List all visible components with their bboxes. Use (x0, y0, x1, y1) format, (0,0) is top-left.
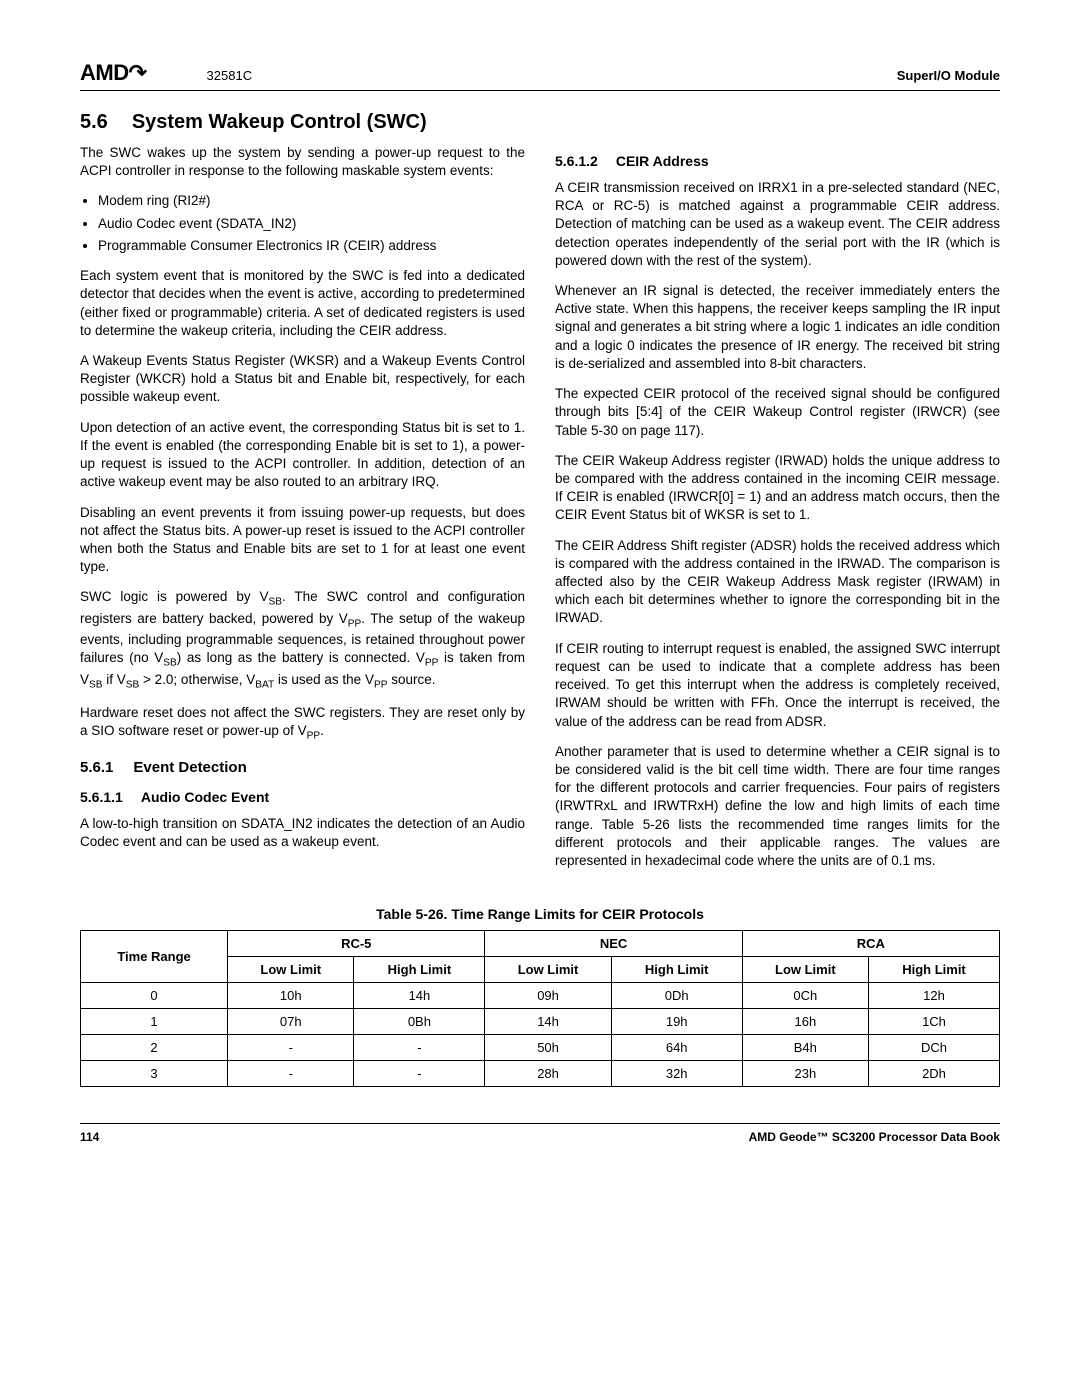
table-cell: 10h (228, 983, 354, 1009)
table-cell: 28h (485, 1061, 611, 1087)
left-column: The SWC wakes up the system by sending a… (80, 144, 525, 882)
body-paragraph: Whenever an IR signal is detected, the r… (555, 282, 1000, 373)
body-paragraph: Hardware reset does not affect the SWC r… (80, 704, 525, 744)
subsubsection-heading: 5.6.1.1Audio Codec Event (80, 788, 525, 807)
table-cell: 32h (611, 1061, 742, 1087)
body-paragraph: Another parameter that is used to determ… (555, 743, 1000, 871)
section-number: 5.6 (80, 111, 108, 133)
table-cell: 2 (81, 1035, 228, 1061)
two-column-layout: The SWC wakes up the system by sending a… (80, 144, 1000, 882)
table-cell: 14h (354, 983, 485, 1009)
body-paragraph: The CEIR Address Shift register (ADSR) h… (555, 537, 1000, 628)
table-cell: 12h (869, 983, 1000, 1009)
table-cell: 50h (485, 1035, 611, 1061)
page-header: AMD↷ 32581C SuperI/O Module (80, 60, 1000, 91)
table-header: Low Limit (742, 957, 868, 983)
body-paragraph: If CEIR routing to interrupt request is … (555, 640, 1000, 731)
table-cell: 0Ch (742, 983, 868, 1009)
table-cell: 14h (485, 1009, 611, 1035)
table-header: High Limit (611, 957, 742, 983)
table-cell: 1Ch (869, 1009, 1000, 1035)
table-cell: 23h (742, 1061, 868, 1087)
table-cell: 09h (485, 983, 611, 1009)
table-header: RCA (742, 931, 999, 957)
subsubsection-heading: 5.6.1.2CEIR Address (555, 152, 1000, 171)
module-name: SuperI/O Module (897, 68, 1000, 83)
body-paragraph: A low-to-high transition on SDATA_IN2 in… (80, 815, 525, 851)
body-paragraph: The expected CEIR protocol of the receiv… (555, 385, 1000, 440)
document-number: 32581C (207, 68, 253, 83)
page-number: 114 (80, 1130, 99, 1144)
table-row: 010h14h09h0Dh0Ch12h (81, 983, 1000, 1009)
table-row: 107h0Bh14h19h16h1Ch (81, 1009, 1000, 1035)
body-paragraph: SWC logic is powered by VSB. The SWC con… (80, 588, 525, 692)
table-header: High Limit (354, 957, 485, 983)
amd-logo: AMD↷ (80, 60, 147, 86)
header-left: AMD↷ 32581C (80, 60, 252, 86)
table-cell: - (228, 1035, 354, 1061)
list-item: Programmable Consumer Electronics IR (CE… (98, 237, 525, 255)
section-title-text: System Wakeup Control (SWC) (132, 111, 427, 133)
section-heading: 5.6 System Wakeup Control (SWC) (80, 111, 1000, 134)
table-cell: - (354, 1035, 485, 1061)
table-cell: B4h (742, 1035, 868, 1061)
table-header: Low Limit (228, 957, 354, 983)
table-cell: 19h (611, 1009, 742, 1035)
table-cell: - (354, 1061, 485, 1087)
time-range-table: Time Range RC-5 NEC RCA Low Limit High L… (80, 930, 1000, 1087)
book-title: AMD Geode™ SC3200 Processor Data Book (749, 1130, 1000, 1144)
table-row: 3--28h32h23h2Dh (81, 1061, 1000, 1087)
body-paragraph: Disabling an event prevents it from issu… (80, 504, 525, 577)
table-header: RC-5 (228, 931, 485, 957)
body-paragraph: The CEIR Wakeup Address register (IRWAD)… (555, 452, 1000, 525)
page-footer: 114 AMD Geode™ SC3200 Processor Data Boo… (80, 1123, 1000, 1144)
body-paragraph: A CEIR transmission received on IRRX1 in… (555, 179, 1000, 270)
body-paragraph: Each system event that is monitored by t… (80, 267, 525, 340)
table-cell: 64h (611, 1035, 742, 1061)
table-header: Low Limit (485, 957, 611, 983)
list-item: Audio Codec event (SDATA_IN2) (98, 215, 525, 233)
table-cell: - (228, 1061, 354, 1087)
body-paragraph: A Wakeup Events Status Register (WKSR) a… (80, 352, 525, 407)
table-cell: 0Bh (354, 1009, 485, 1035)
table-row: 2--50h64hB4hDCh (81, 1035, 1000, 1061)
logo-arrow-icon: ↷ (129, 60, 147, 85)
right-column: 5.6.1.2CEIR Address A CEIR transmission … (555, 144, 1000, 882)
table-header: NEC (485, 931, 742, 957)
table-cell: 1 (81, 1009, 228, 1035)
table-cell: 2Dh (869, 1061, 1000, 1087)
table-header: High Limit (869, 957, 1000, 983)
body-paragraph: Upon detection of an active event, the c… (80, 419, 525, 492)
event-list: Modem ring (RI2#) Audio Codec event (SDA… (80, 192, 525, 255)
table-header: Time Range (81, 931, 228, 983)
table-cell: 16h (742, 1009, 868, 1035)
table-cell: 0 (81, 983, 228, 1009)
table-cell: 0Dh (611, 983, 742, 1009)
table-caption: Table 5-26. Time Range Limits for CEIR P… (80, 906, 1000, 922)
table-cell: 07h (228, 1009, 354, 1035)
table-cell: 3 (81, 1061, 228, 1087)
table-cell: DCh (869, 1035, 1000, 1061)
list-item: Modem ring (RI2#) (98, 192, 525, 210)
subsection-heading: 5.6.1Event Detection (80, 758, 525, 778)
intro-paragraph: The SWC wakes up the system by sending a… (80, 144, 525, 180)
